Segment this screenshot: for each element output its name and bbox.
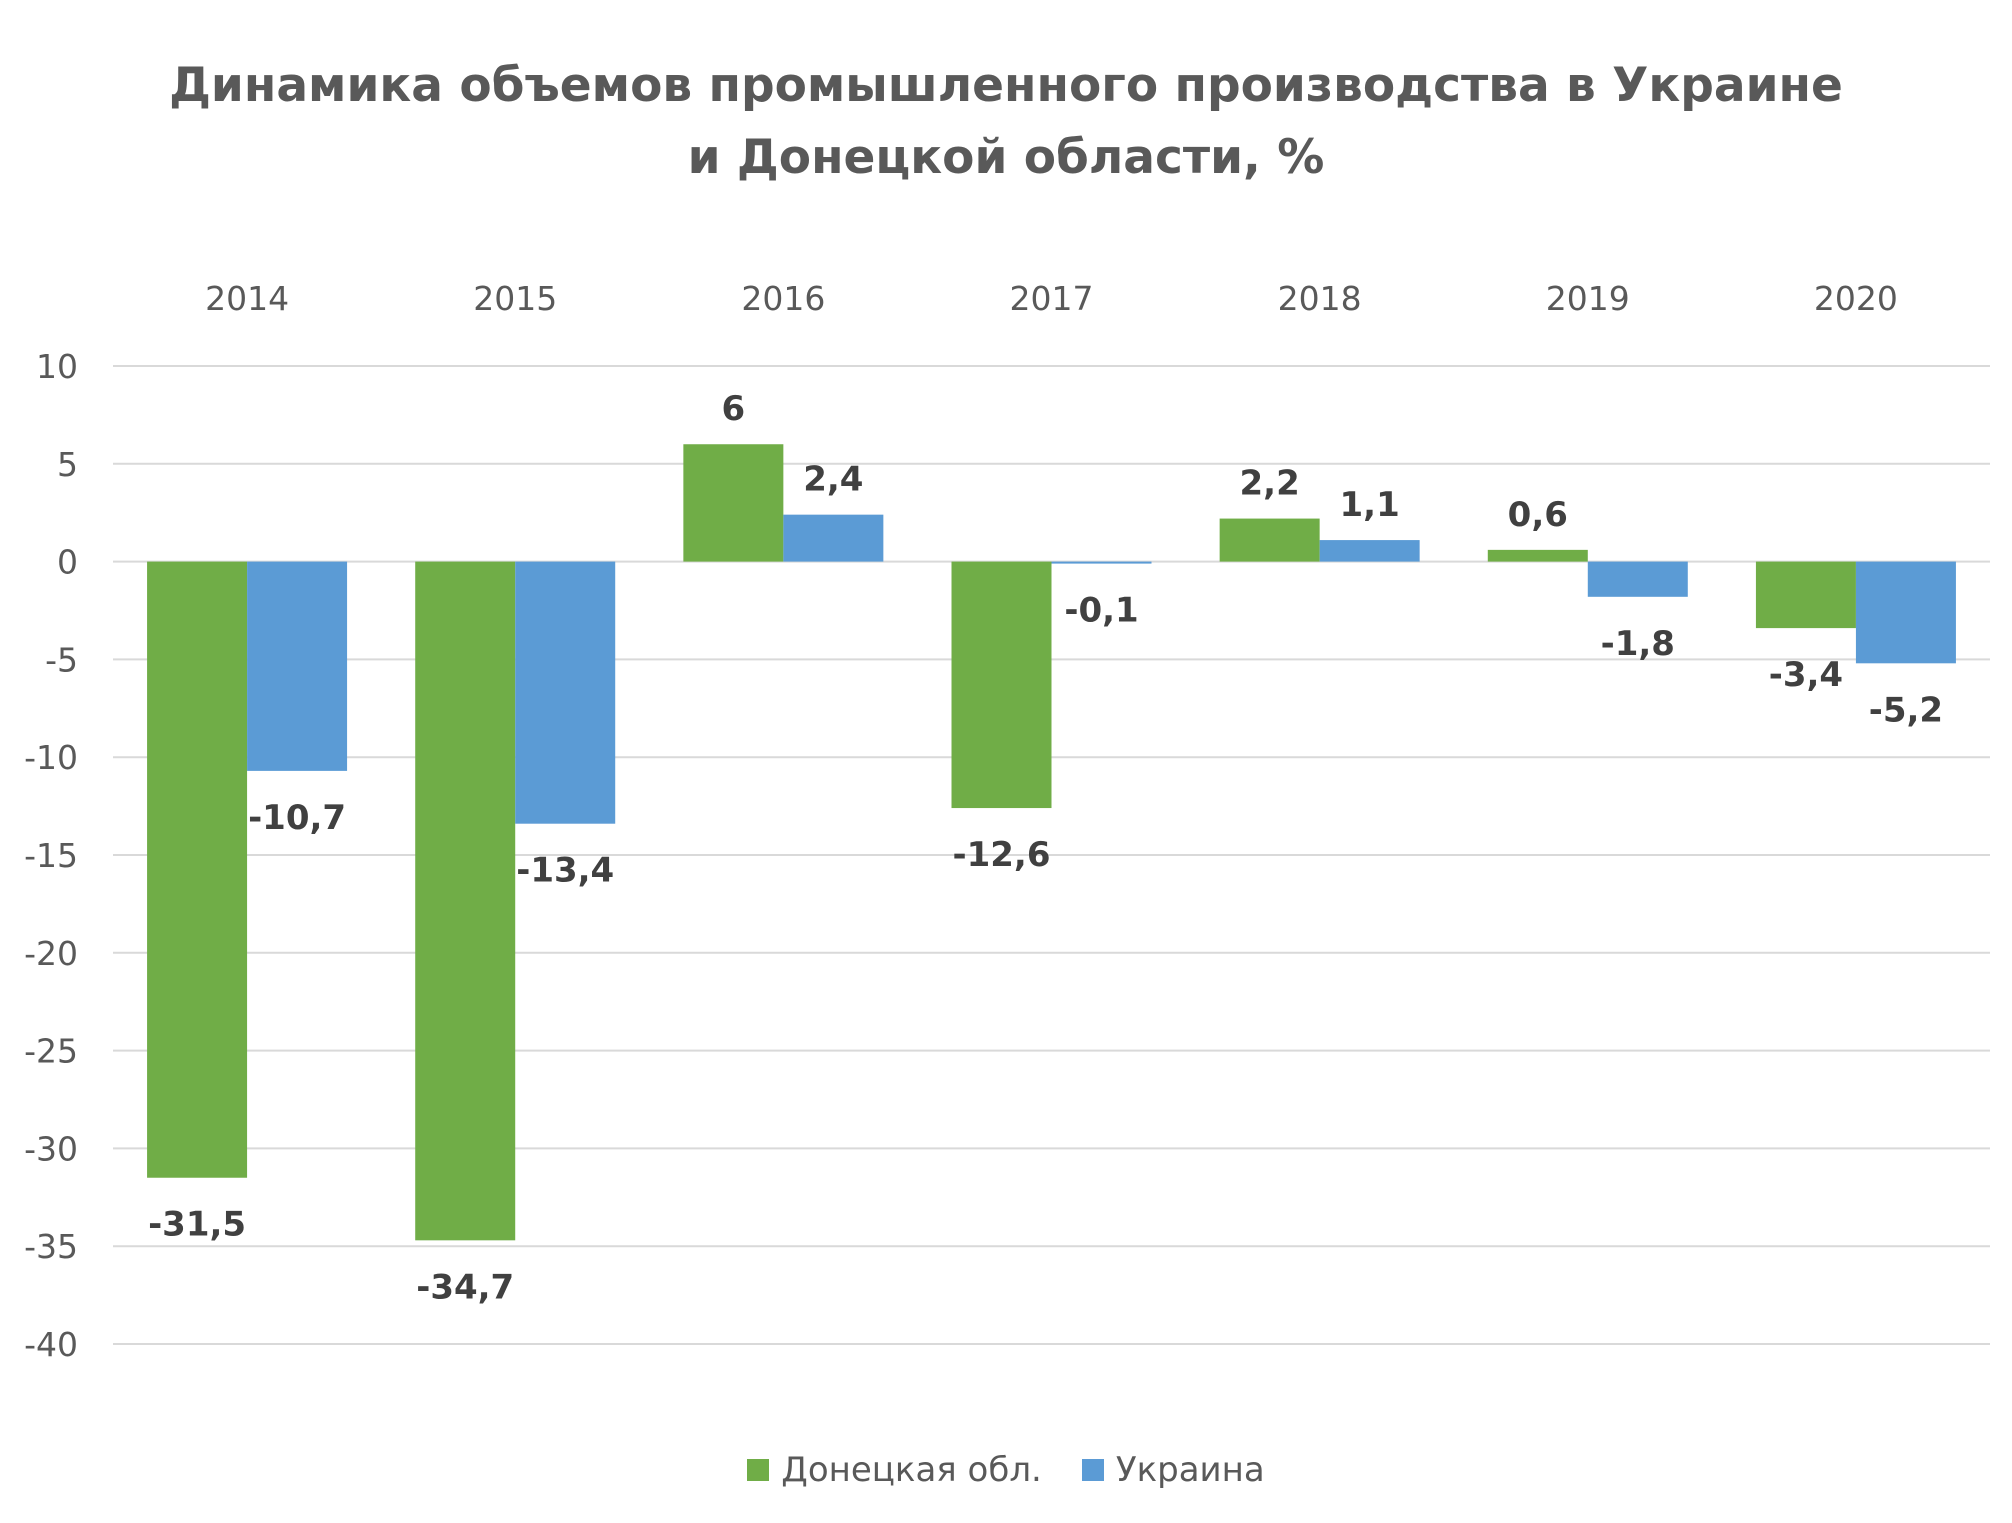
data-label: 0,6	[1508, 495, 1568, 535]
data-label: -5,2	[1869, 690, 1943, 730]
y-tick-label: -20	[24, 934, 78, 973]
bar-donetsk-2017	[951, 561, 1052, 809]
data-label: -1,8	[1601, 624, 1675, 664]
bar-donetsk-2014	[147, 561, 248, 1178]
x-tick-label: 2015	[473, 279, 557, 318]
y-tick-label: 0	[57, 543, 78, 582]
data-label: 2,2	[1240, 464, 1300, 504]
bar-donetsk-2015	[415, 561, 516, 1241]
chart-title-line-2: и Донецкой области, %	[687, 130, 1325, 185]
data-label: 6	[722, 389, 746, 429]
gridlines	[113, 365, 1990, 1345]
chart-title-line-1: Динамика объемов промышленного производс…	[169, 58, 1843, 113]
bar-ukraine-2016	[783, 514, 884, 562]
x-tick-label: 2020	[1814, 279, 1898, 318]
y-tick-label: -5	[45, 640, 78, 679]
legend-item-ukraine: Украина	[1081, 1450, 1265, 1490]
data-labels: -31,5 -34,7 6 -12,6 2,2 0,6 -3,4 -10,7 -13,4 2,4 -…	[148, 389, 1943, 1307]
y-tick-label: -35	[24, 1227, 78, 1266]
bar-ukraine-2017	[1051, 561, 1152, 564]
data-label: -12,6	[953, 835, 1051, 875]
legend-item-donetsk: Донецкая обл.	[747, 1450, 1042, 1490]
legend-swatch-donetsk	[747, 1459, 770, 1481]
bar-ukraine-2018	[1319, 540, 1420, 562]
data-label: -0,1	[1064, 591, 1138, 631]
bar-donetsk-2019	[1487, 549, 1588, 562]
y-tick-label: -25	[24, 1032, 78, 1071]
x-tick-label: 2016	[741, 279, 825, 318]
legend-label-donetsk: Донецкая обл.	[781, 1450, 1042, 1490]
y-tick-label: -30	[24, 1129, 78, 1168]
y-tick-label: -40	[24, 1325, 78, 1364]
legend-swatch-ukraine	[1081, 1459, 1104, 1481]
data-label: 1,1	[1340, 485, 1400, 525]
bar-ukraine-2020	[1855, 561, 1956, 664]
x-tick-label: 2018	[1278, 279, 1362, 318]
data-label: -13,4	[516, 851, 614, 891]
bar-donetsk-2018	[1219, 518, 1320, 562]
x-tick-label: 2014	[205, 279, 289, 318]
bars	[147, 444, 1956, 1241]
legend-label-ukraine: Украина	[1115, 1450, 1265, 1490]
y-tick-label: 10	[36, 347, 78, 386]
chart-title: Динамика объемов промышленного производс…	[0, 50, 2012, 194]
x-tick-label: 2017	[1010, 279, 1094, 318]
legend: Донецкая обл. Украина	[0, 1450, 2012, 1490]
data-label: -31,5	[148, 1205, 246, 1245]
y-tick-label: -15	[24, 836, 78, 875]
data-label: -10,7	[248, 798, 346, 838]
bar-ukraine-2015	[515, 561, 616, 824]
x-tick-label: 2019	[1546, 279, 1630, 318]
bar-ukraine-2019	[1587, 561, 1688, 597]
bar-ukraine-2014	[247, 561, 348, 771]
data-label: -3,4	[1769, 655, 1843, 695]
data-label: 2,4	[803, 460, 863, 500]
data-label: -34,7	[416, 1267, 514, 1307]
bar-donetsk-2016	[683, 444, 784, 562]
y-tick-label: -10	[24, 738, 78, 777]
y-tick-label: 5	[57, 445, 78, 484]
y-axis: 10 5 0 -5 -10 -15 -20 -25 -30 -35 -40	[24, 347, 78, 1364]
x-axis: 2014 2015 2016 2017 2018 2019 2020	[205, 279, 1898, 318]
bar-donetsk-2020	[1755, 561, 1856, 629]
